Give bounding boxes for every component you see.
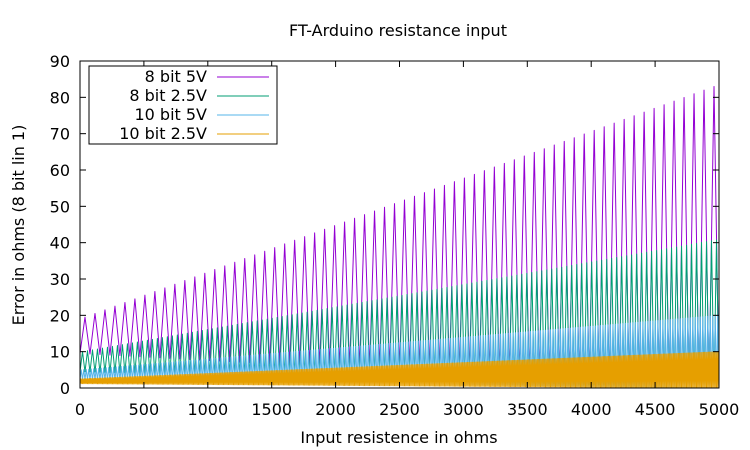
x-tick-label: 1000: [187, 400, 228, 419]
y-tick-label: 60: [50, 161, 70, 180]
y-tick-label: 80: [50, 88, 70, 107]
y-tick-label: 20: [50, 306, 70, 325]
x-tick-label: 5000: [699, 400, 740, 419]
legend-label-3: 10 bit 5V: [134, 105, 207, 124]
x-tick-label: 0: [75, 400, 85, 419]
x-tick-label: 4500: [635, 400, 676, 419]
x-tick-label: 4000: [571, 400, 612, 419]
chart-title: FT-Arduino resistance input: [289, 21, 507, 40]
x-tick-label: 2000: [315, 400, 356, 419]
y-tick-label: 30: [50, 270, 70, 289]
legend-label-1: 8 bit 5V: [145, 67, 207, 86]
y-tick-label: 0: [60, 379, 70, 398]
y-tick-label: 50: [50, 197, 70, 216]
ticks-group: 0 500 1000 1500 2000 2500 3000 3500 4000 4500 5000…: [50, 52, 740, 419]
x-tick-label: 2500: [379, 400, 420, 419]
legend-label-2: 8 bit 2.5V: [129, 86, 207, 105]
y-tick-label: 10: [50, 343, 70, 362]
x-tick-label: 3000: [443, 400, 484, 419]
legend-label-4: 10 bit 2.5V: [119, 124, 207, 143]
legend-box: [88, 65, 278, 145]
y-tick-label: 70: [50, 125, 70, 144]
x-tick-label: 3500: [507, 400, 548, 419]
x-tick-label: 500: [129, 400, 160, 419]
y-tick-label: 90: [50, 52, 70, 71]
x-axis-title: Input resistence in ohms: [300, 428, 497, 447]
x-tick-label: 1500: [251, 400, 292, 419]
y-tick-label: 40: [50, 234, 70, 253]
y-axis-title: Error in ohms (8 bit lin 1): [9, 125, 28, 326]
